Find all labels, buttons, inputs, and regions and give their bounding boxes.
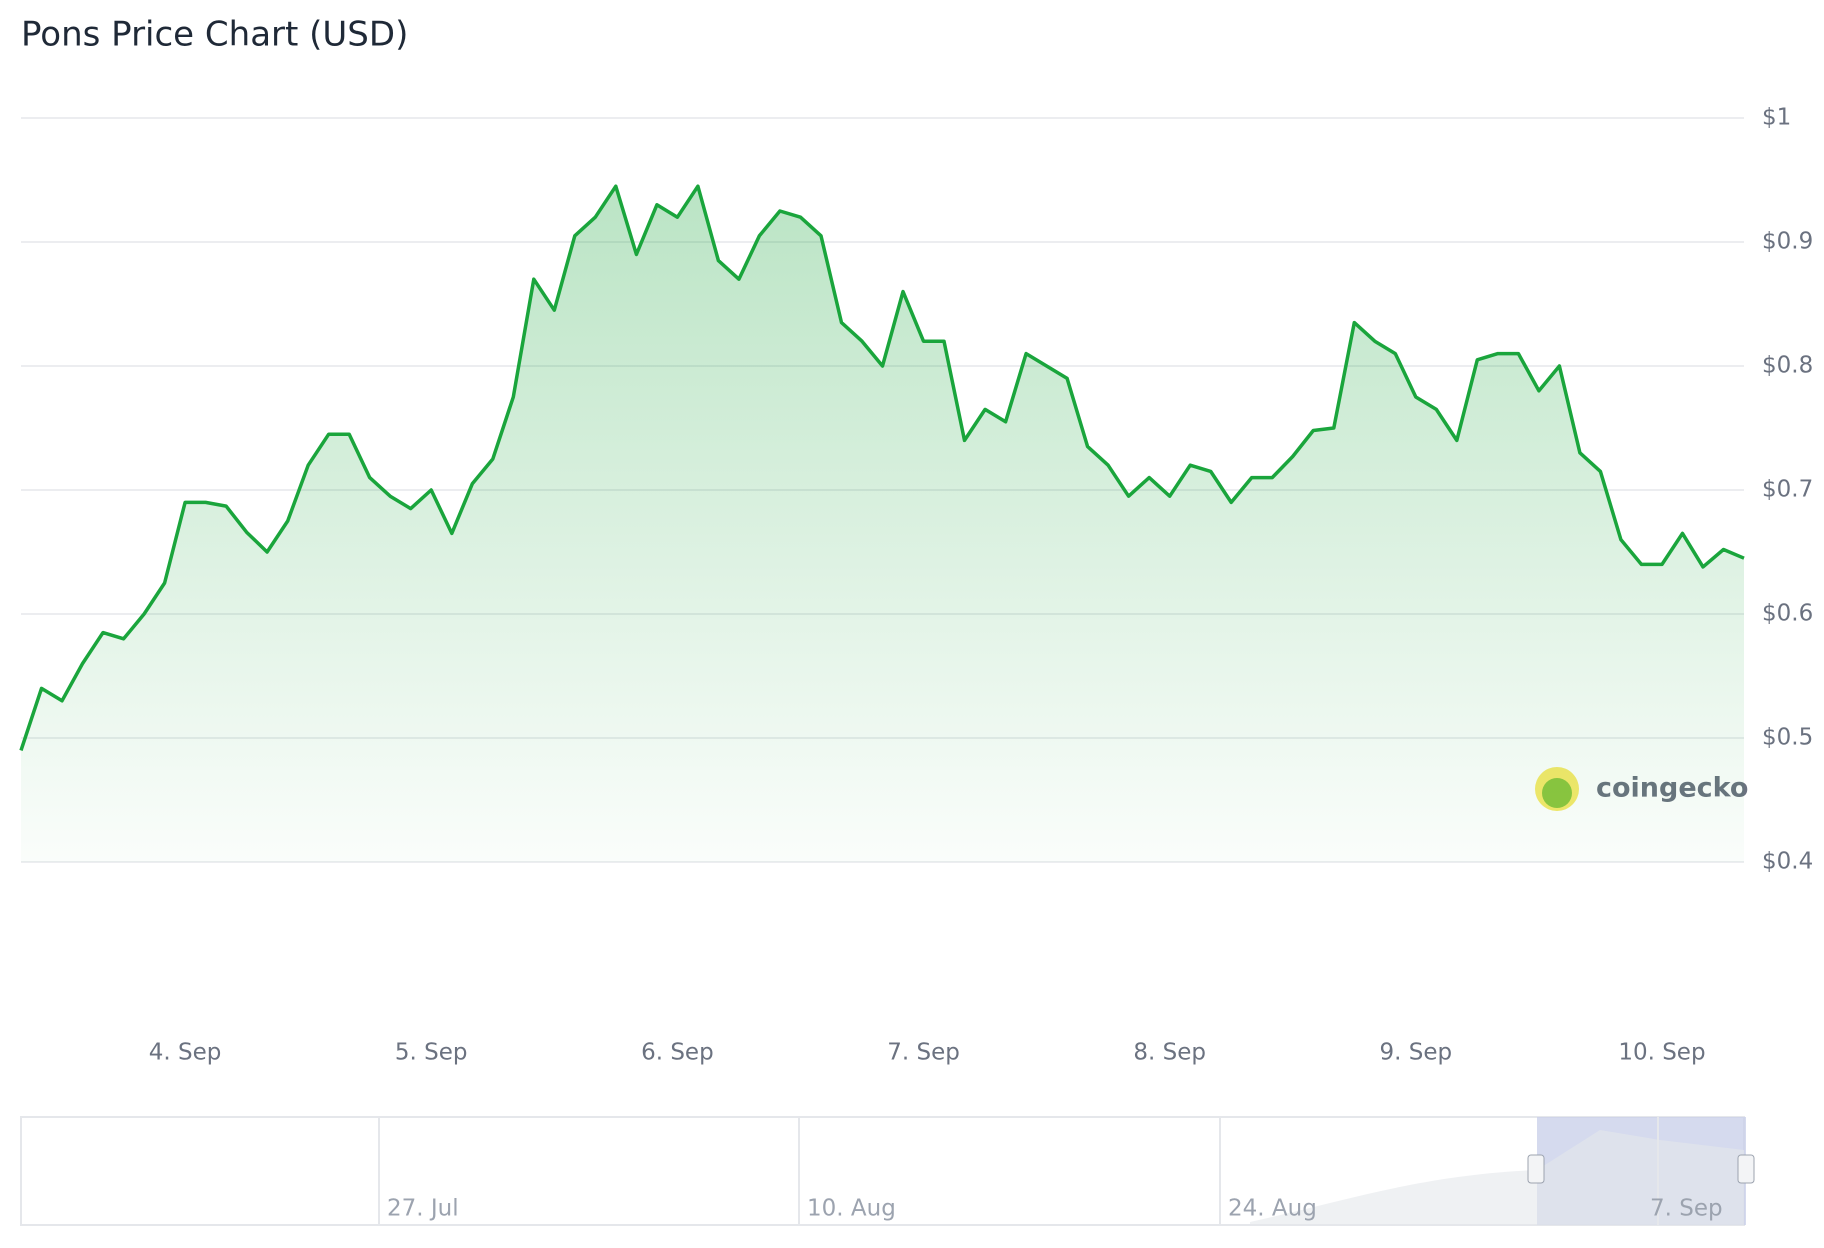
y-tick-label: $0.7 xyxy=(1762,477,1813,503)
x-tick-label: 10. Sep xyxy=(1618,1040,1705,1066)
x-tick-label: 5. Sep xyxy=(395,1040,468,1066)
area xyxy=(21,186,1744,862)
navigator: 27. Jul 10. Aug 24. Aug 7. Sep xyxy=(20,1116,1755,1226)
navigator-label: 24. Aug xyxy=(1228,1196,1317,1222)
y-tick-label: $0.6 xyxy=(1762,601,1813,627)
x-tick-label: 7. Sep xyxy=(887,1040,960,1066)
x-tick-label: 6. Sep xyxy=(641,1040,714,1066)
navigator-shape xyxy=(1250,1130,1744,1225)
chart-title: Pons Price Chart (USD) xyxy=(21,15,408,55)
y-tick-label: $0.5 xyxy=(1762,725,1813,751)
y-tick-label: $0.4 xyxy=(1762,849,1813,875)
navigator-label: 10. Aug xyxy=(807,1196,896,1222)
navigator-label: 7. Sep xyxy=(1650,1196,1723,1222)
navigator-handle[interactable] xyxy=(1527,1154,1545,1184)
x-tick-label: 8. Sep xyxy=(1133,1040,1206,1066)
y-tick-label: $0.8 xyxy=(1762,353,1813,379)
navigator-handle[interactable] xyxy=(1737,1154,1755,1184)
x-tick-label: 4. Sep xyxy=(149,1040,222,1066)
y-tick-label: $0.9 xyxy=(1762,229,1813,255)
navigator-label: 27. Jul xyxy=(387,1196,459,1222)
y-tick-label: $1 xyxy=(1762,105,1791,131)
x-tick-label: 9. Sep xyxy=(1380,1040,1453,1066)
price-line xyxy=(19,184,1745,751)
